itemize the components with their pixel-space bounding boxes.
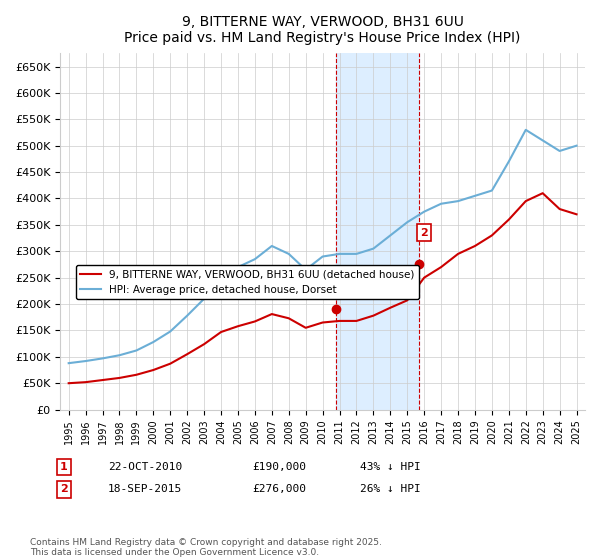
Text: 43% ↓ HPI: 43% ↓ HPI [360,462,421,472]
Title: 9, BITTERNE WAY, VERWOOD, BH31 6UU
Price paid vs. HM Land Registry's House Price: 9, BITTERNE WAY, VERWOOD, BH31 6UU Price… [124,15,521,45]
Bar [336,53,419,409]
Legend: 9, BITTERNE WAY, VERWOOD, BH31 6UU (detached house), HPI: Average price, detache: 9, BITTERNE WAY, VERWOOD, BH31 6UU (deta… [76,265,419,298]
Text: 2: 2 [60,484,68,494]
Text: 26% ↓ HPI: 26% ↓ HPI [360,484,421,494]
Text: £276,000: £276,000 [252,484,306,494]
Text: 2: 2 [421,227,428,237]
Text: 18-SEP-2015: 18-SEP-2015 [108,484,182,494]
Text: Contains HM Land Registry data © Crown copyright and database right 2025.
This d: Contains HM Land Registry data © Crown c… [30,538,382,557]
Text: 22-OCT-2010: 22-OCT-2010 [108,462,182,472]
Text: £190,000: £190,000 [252,462,306,472]
Text: 1: 1 [337,273,345,283]
Text: 1: 1 [60,462,68,472]
